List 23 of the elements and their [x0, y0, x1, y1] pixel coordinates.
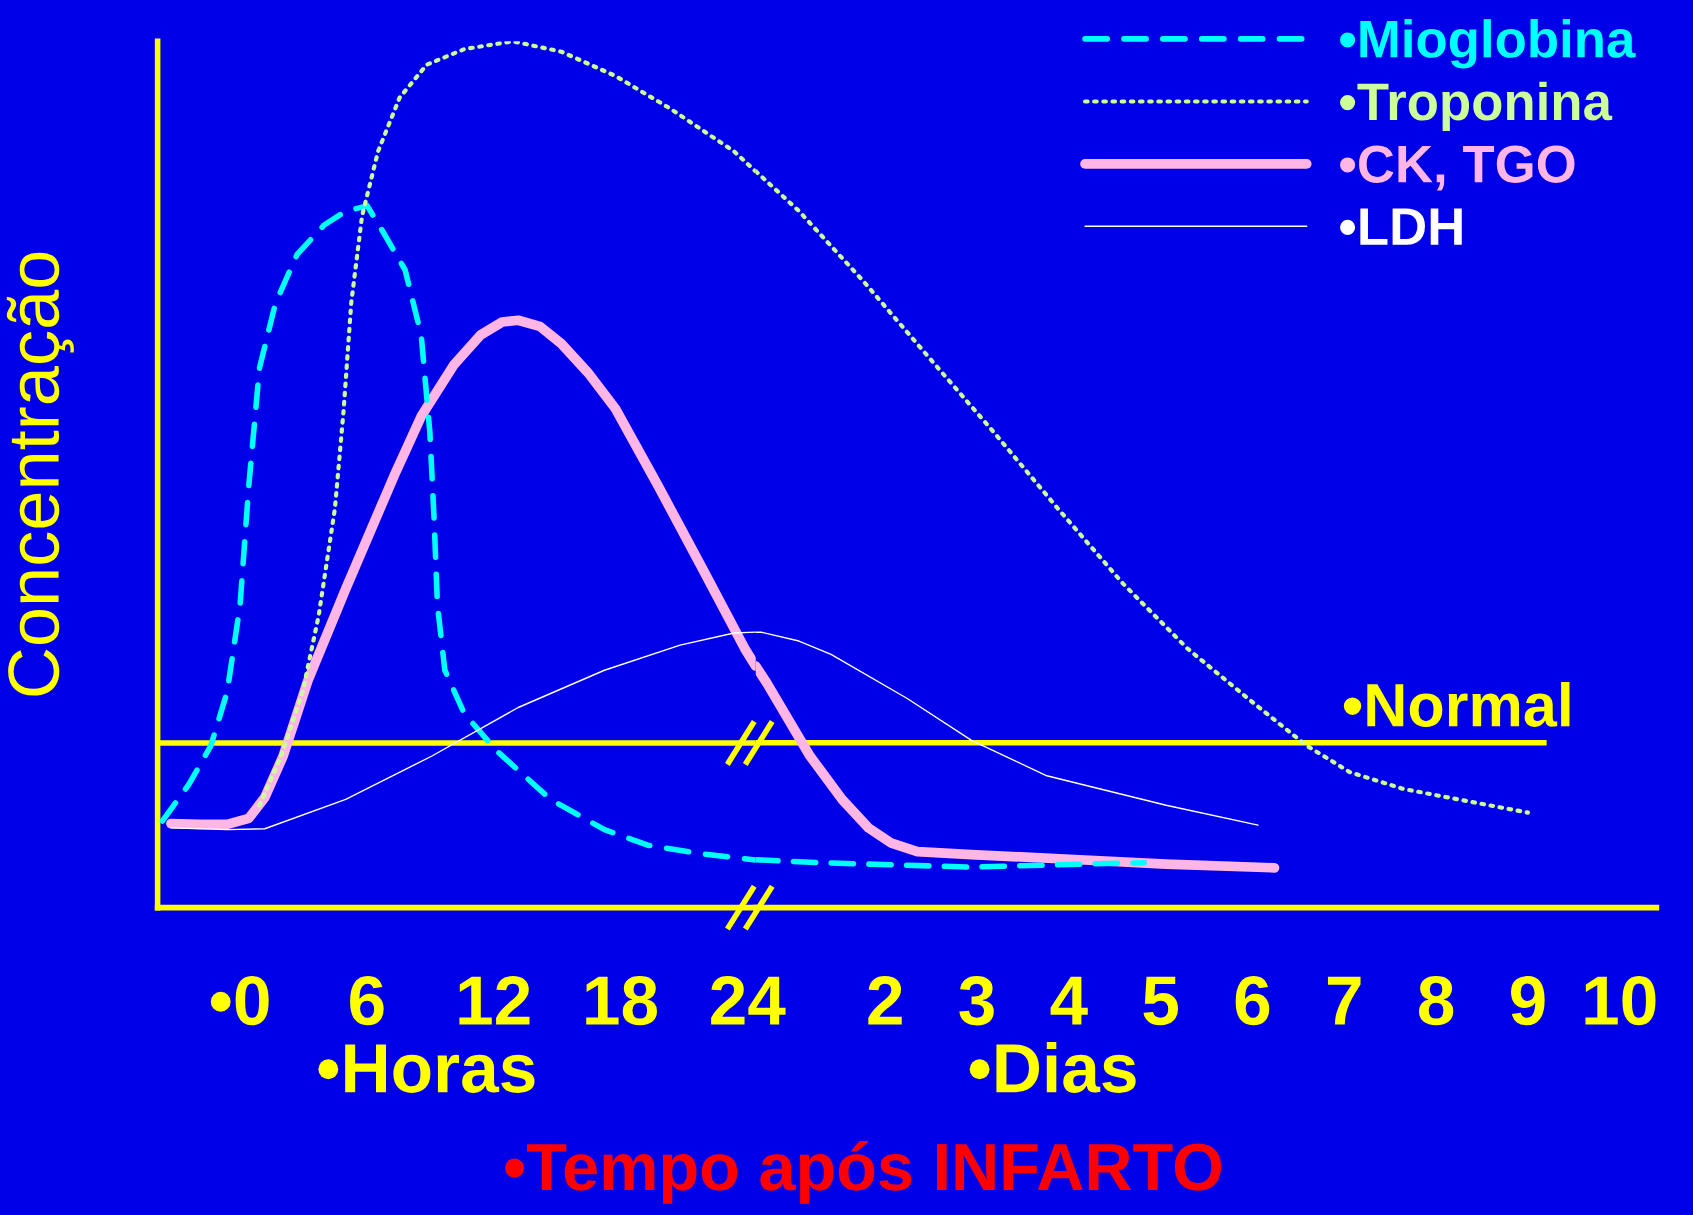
x-axis-title: •Dias	[969, 1041, 1136, 1093]
x-tick-label: 7	[1327, 976, 1361, 1025]
x-tick-label: 12	[459, 976, 530, 1025]
x-tick-label: 2	[868, 976, 902, 1025]
legend-label: •CK, TGO	[1340, 145, 1575, 191]
x-tick-label: 18	[586, 976, 657, 1026]
x-tick-label: 6	[350, 976, 384, 1026]
x-tick-label: 8	[1418, 976, 1454, 1026]
x-tick-label: 6	[1235, 976, 1270, 1026]
x-tick-label: 10	[1585, 976, 1656, 1026]
x-tick-label: 4	[1050, 976, 1088, 1025]
x-tick-label: •0	[210, 976, 269, 1026]
x-tick-label: 5	[1143, 976, 1179, 1026]
x-tick-label: 9	[1510, 976, 1545, 1026]
y-axis-title: Concentração	[6, 252, 74, 696]
x-tick-label: 3	[959, 976, 994, 1026]
ref-line-label: •Normal	[1343, 682, 1570, 727]
text: •Tempo após INFARTO	[505, 1141, 1222, 1204]
legend-label: •Troponina	[1340, 81, 1613, 131]
legend-label: •Mioglobina	[1340, 19, 1636, 69]
x-tick-label: 24	[711, 976, 786, 1025]
legend-label: •LDH	[1340, 208, 1462, 245]
x-axis-title: •Horas	[318, 1044, 535, 1093]
